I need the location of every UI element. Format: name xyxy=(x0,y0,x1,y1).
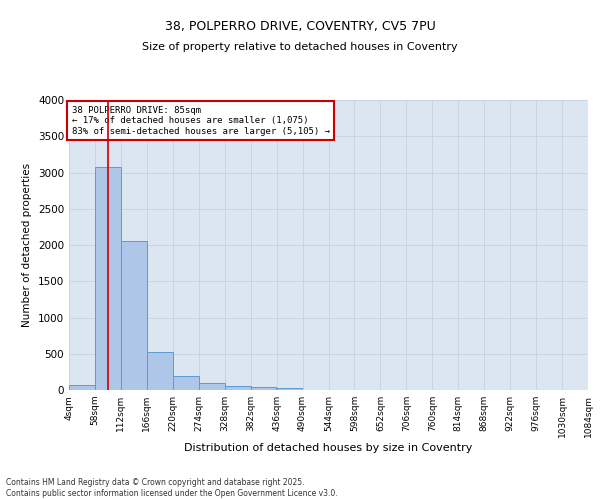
Text: Size of property relative to detached houses in Coventry: Size of property relative to detached ho… xyxy=(142,42,458,52)
Bar xyxy=(173,376,199,390)
Y-axis label: Number of detached properties: Number of detached properties xyxy=(22,163,32,327)
X-axis label: Distribution of detached houses by size in Coventry: Distribution of detached houses by size … xyxy=(184,442,473,452)
Bar xyxy=(121,240,147,390)
Bar xyxy=(69,384,95,390)
Bar xyxy=(225,386,251,390)
Bar xyxy=(277,388,302,390)
Bar xyxy=(95,166,121,390)
Text: 38, POLPERRO DRIVE, COVENTRY, CV5 7PU: 38, POLPERRO DRIVE, COVENTRY, CV5 7PU xyxy=(164,20,436,33)
Bar xyxy=(251,388,277,390)
Text: Contains HM Land Registry data © Crown copyright and database right 2025.
Contai: Contains HM Land Registry data © Crown c… xyxy=(6,478,338,498)
Text: 38 POLPERRO DRIVE: 85sqm
← 17% of detached houses are smaller (1,075)
83% of sem: 38 POLPERRO DRIVE: 85sqm ← 17% of detach… xyxy=(71,106,329,136)
Bar xyxy=(147,352,173,390)
Bar xyxy=(199,384,224,390)
